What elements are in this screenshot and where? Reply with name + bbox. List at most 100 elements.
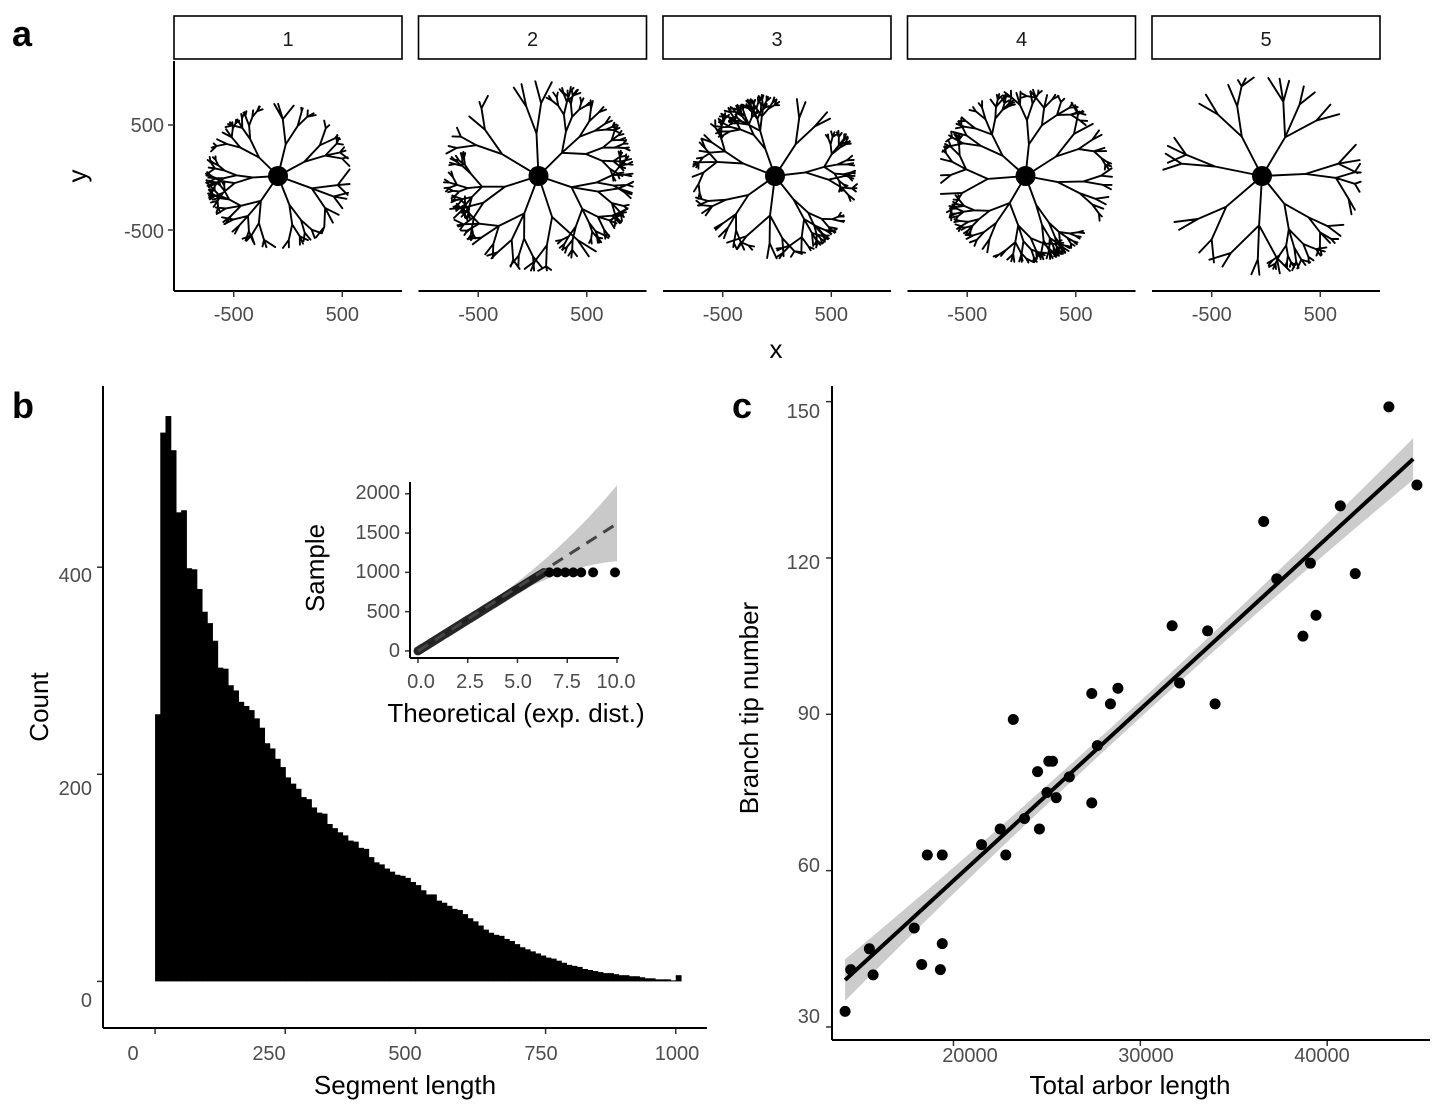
- arbor-3: [691, 94, 858, 260]
- histogram-bar: [368, 857, 375, 982]
- histogram-bar: [186, 568, 193, 982]
- panel-c-xlabel: Total arbor length: [1030, 1070, 1231, 1100]
- histogram-bar: [446, 905, 453, 982]
- histogram-bar: [384, 868, 390, 982]
- panel-b-xlabel: Segment length: [314, 1070, 496, 1100]
- panel-c-scatter: [826, 400, 1423, 1046]
- histogram-bar: [155, 714, 161, 982]
- scatter-point: [976, 839, 987, 851]
- histogram-bar: [540, 955, 547, 982]
- histogram-bar: [358, 847, 364, 982]
- facet-strip-label-3: 3: [771, 29, 782, 51]
- facet-strip-label-2: 2: [527, 29, 538, 51]
- inset-xtick-5: 5.0: [504, 671, 532, 693]
- histogram-bar: [592, 971, 599, 982]
- histogram-bar: [561, 962, 568, 982]
- histogram-bar: [405, 877, 411, 982]
- histogram-bar: [196, 588, 203, 982]
- histogram-bar: [654, 979, 661, 982]
- arbor-soma-4: [1015, 166, 1036, 186]
- histogram-bar: [623, 975, 630, 982]
- scatter-point: [1086, 687, 1098, 699]
- inset-axes: [409, 482, 619, 659]
- histogram-bar: [306, 799, 312, 982]
- histogram-bar: [649, 978, 656, 982]
- scatter-point: [1310, 609, 1322, 621]
- histogram-bar: [618, 975, 625, 982]
- histogram-bar: [332, 828, 338, 982]
- inset-confidence-band: [417, 485, 618, 652]
- inset-ylabel: Sample: [300, 524, 330, 612]
- panel-b-histogram: [97, 416, 682, 1034]
- facet-xtick-label: -500: [947, 304, 987, 326]
- histogram-bar: [628, 976, 635, 982]
- histogram-bar: [399, 875, 406, 982]
- panel-a-xlabel: x: [770, 334, 783, 364]
- scatter-point: [867, 969, 879, 981]
- histogram-bar: [201, 611, 208, 982]
- histogram-bar: [295, 788, 302, 982]
- histogram-bar: [300, 797, 307, 982]
- histogram-bar: [373, 862, 380, 982]
- scatter-point: [1112, 682, 1124, 694]
- scatter-point: [1104, 698, 1116, 710]
- inset-ytick-0: 0: [389, 640, 400, 662]
- panel-c-ytick-30: 30: [798, 1006, 820, 1028]
- scatter-point: [863, 943, 875, 955]
- inset-tail-point: [544, 567, 555, 578]
- histogram-bar: [363, 848, 370, 982]
- histogram-bar: [582, 968, 588, 982]
- histogram-bar: [420, 890, 427, 982]
- arbor-soma-3: [765, 166, 785, 186]
- histogram-bar: [269, 748, 276, 982]
- panel-c-ytick-60: 60: [798, 855, 820, 877]
- histogram-bar: [535, 953, 541, 982]
- scatter-point: [936, 938, 948, 950]
- facet-xtick-label: 500: [326, 304, 359, 326]
- arbor-branches-1: [204, 102, 351, 249]
- panel-label-a: a: [12, 13, 33, 54]
- inset-xtick-10: 10.0: [597, 671, 636, 693]
- inset-tail-point: [610, 567, 621, 578]
- arbor-1: [204, 102, 351, 249]
- histogram-bar: [415, 885, 422, 982]
- inset-tail-point: [560, 567, 571, 578]
- facet-strip-1: [173, 15, 403, 60]
- histogram-bar: [175, 512, 182, 982]
- histogram-bar: [665, 979, 672, 982]
- histogram-bar: [493, 934, 500, 982]
- regression-line: [843, 457, 1415, 982]
- inset-xlabel: Theoretical (exp. dist.): [387, 698, 644, 728]
- histogram-bar: [597, 972, 604, 982]
- panel-c-xtick-20000: 20000: [942, 1045, 998, 1067]
- facet-xtick-label: 500: [1059, 304, 1092, 326]
- histogram-bar: [238, 701, 245, 982]
- panel-a-arbor-facets: 1 -500 500 2 -500 500 3 -500 500 4 -500 500 5 -500 500: [168, 15, 1381, 326]
- histogram-bar: [467, 918, 474, 982]
- histogram-bar: [670, 980, 677, 982]
- histogram-bar: [488, 932, 495, 982]
- scatter-point: [1000, 849, 1012, 861]
- scatter-point: [1304, 557, 1316, 569]
- histogram-bar: [503, 938, 510, 982]
- panel-a-ytick-neg500: -500: [124, 221, 164, 243]
- histogram-bar: [160, 432, 167, 982]
- inset-tail-point: [576, 567, 587, 578]
- arbor-branches-2: [442, 80, 635, 272]
- histogram-bar: [602, 973, 609, 982]
- panel-b-xtick-750: 750: [524, 1043, 557, 1065]
- histogram-bar: [233, 690, 239, 982]
- histogram-bar: [321, 813, 328, 982]
- facet-xtick-label: -500: [703, 304, 743, 326]
- panel-c-axes: [831, 386, 1430, 1041]
- facet-strip-label-4: 4: [1016, 29, 1027, 51]
- panel-b-xtick-250: 250: [252, 1043, 285, 1065]
- histogram-bar: [608, 973, 614, 982]
- arbor-2: [442, 80, 635, 272]
- scatter-point: [1050, 792, 1062, 804]
- histogram-bar: [394, 874, 401, 982]
- arbor-4: [939, 88, 1113, 264]
- panel-c-ytick-150: 150: [787, 401, 820, 423]
- histogram-bar: [285, 777, 292, 982]
- panel-label-c: c: [732, 385, 752, 426]
